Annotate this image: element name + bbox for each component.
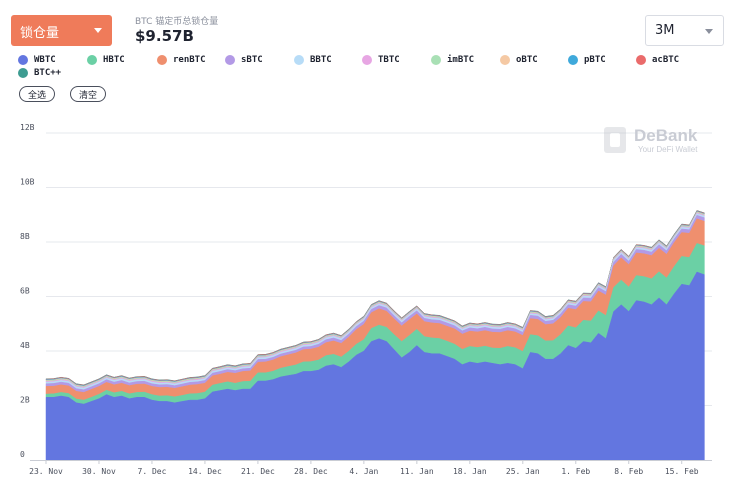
x-tick-label: 4. Jan [349, 467, 378, 476]
x-tick-label: 18. Jan [453, 467, 487, 476]
legend-color-dot [294, 55, 304, 65]
x-tick-label: 15. Feb [665, 467, 699, 476]
chart-subtitle: BTC 锚定币总锁仓量 [135, 17, 219, 27]
y-tick-label: 10B [20, 178, 35, 187]
legend-label: oBTC [516, 55, 538, 65]
legend-color-dot [568, 55, 578, 65]
x-tick-label: 11. Jan [400, 467, 434, 476]
chevron-down-icon [705, 29, 713, 34]
legend-color-dot [362, 55, 372, 65]
time-range-label: 3M [655, 23, 675, 38]
legend-label: pBTC [584, 55, 606, 65]
legend-item-obtc[interactable]: oBTC [500, 53, 538, 67]
legend-item-hbtc[interactable]: HBTC [87, 53, 125, 67]
legend-item-acbtc[interactable]: acBTC [636, 53, 679, 67]
clear-button[interactable]: 清空 [70, 86, 107, 102]
legend-item-tbtc[interactable]: TBTC [362, 53, 400, 67]
metric-dropdown-label: 锁仓量 [20, 26, 60, 41]
legend-color-dot [87, 55, 97, 65]
y-tick-label: 4B [20, 341, 30, 350]
x-tick-label: 1. Feb [561, 467, 590, 476]
watermark-brand: DeBank [634, 126, 698, 145]
x-tick-label: 30. Nov [82, 467, 116, 476]
stacked-areas [45, 210, 705, 461]
legend-label: renBTC [173, 55, 206, 65]
legend-label: acBTC [652, 55, 680, 65]
metric-dropdown[interactable]: 锁仓量 [11, 15, 112, 46]
x-tick-label: 23. Nov [29, 467, 63, 476]
legend-color-dot [636, 55, 646, 65]
x-tick-label: 25. Jan [506, 467, 540, 476]
y-tick-label: 12B [20, 123, 35, 132]
legend-color-dot [431, 55, 441, 65]
legend-item-imbtc[interactable]: imBTC [431, 53, 474, 67]
total-value: $9.57B [135, 27, 194, 45]
legend-color-dot [18, 55, 28, 65]
legend-label: BBTC [310, 55, 332, 65]
x-tick-label: 21. Dec [241, 467, 275, 476]
legend-color-dot [500, 55, 510, 65]
legend-label: TBTC [378, 55, 400, 65]
legend-label: sBTC [241, 55, 263, 65]
legend-color-dot [18, 68, 28, 78]
x-tick-label: 8. Feb [614, 467, 643, 476]
chevron-down-icon [94, 28, 102, 33]
debank-watermark: DeBank Your DeFi Wallet [604, 126, 698, 154]
legend-item-bbtc[interactable]: BBTC [294, 53, 332, 67]
legend-item-renbtc[interactable]: renBTC [157, 53, 206, 67]
watermark-tagline: Your DeFi Wallet [638, 145, 698, 154]
legend-item-pbtc[interactable]: pBTC [568, 53, 606, 67]
y-tick-label: 6B [20, 287, 30, 296]
legend-item-wbtc[interactable]: WBTC [18, 53, 56, 67]
axes: 0 2B 4B 6B 8B 10B 12B 23. Nov 30. Nov 7. Dec 14. D… [20, 123, 712, 476]
y-tick-label: 0 [20, 450, 25, 459]
time-range-dropdown[interactable]: 3M [645, 15, 724, 46]
legend-color-dot [225, 55, 235, 65]
x-tick-label: 28. Dec [294, 467, 328, 476]
legend-color-dot [157, 55, 167, 65]
y-tick-label: 8B [20, 232, 30, 241]
legend-label: BTC++ [34, 68, 62, 78]
legend-label: imBTC [447, 55, 475, 65]
x-tick-label: 14. Dec [188, 467, 222, 476]
legend-label: WBTC [34, 55, 56, 65]
legend-item-sbtc[interactable]: sBTC [225, 53, 263, 67]
select-all-button[interactable]: 全选 [19, 86, 56, 102]
x-tick-label: 7. Dec [138, 467, 167, 476]
legend-item-btcplusplus[interactable]: BTC++ [18, 66, 61, 80]
legend-label: HBTC [103, 55, 125, 65]
y-tick-label: 2B [20, 396, 30, 405]
debank-logo-icon [604, 127, 626, 153]
